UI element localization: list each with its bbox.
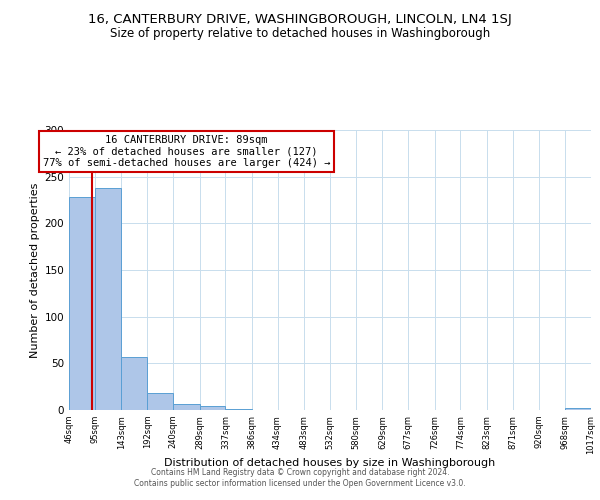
Text: Size of property relative to detached houses in Washingborough: Size of property relative to detached ho… bbox=[110, 28, 490, 40]
Bar bbox=[121, 357, 148, 410]
Bar bbox=[95, 188, 121, 410]
Y-axis label: Number of detached properties: Number of detached properties bbox=[30, 182, 40, 358]
Bar bbox=[226, 409, 252, 410]
Bar bbox=[565, 408, 591, 410]
Bar bbox=[69, 197, 95, 410]
Text: Contains HM Land Registry data © Crown copyright and database right 2024.
Contai: Contains HM Land Registry data © Crown c… bbox=[134, 468, 466, 487]
Text: 16 CANTERBURY DRIVE: 89sqm
← 23% of detached houses are smaller (127)
77% of sem: 16 CANTERBURY DRIVE: 89sqm ← 23% of deta… bbox=[43, 134, 330, 168]
Bar bbox=[173, 404, 200, 410]
Text: 16, CANTERBURY DRIVE, WASHINGBOROUGH, LINCOLN, LN4 1SJ: 16, CANTERBURY DRIVE, WASHINGBOROUGH, LI… bbox=[88, 12, 512, 26]
Bar bbox=[148, 393, 173, 410]
X-axis label: Distribution of detached houses by size in Washingborough: Distribution of detached houses by size … bbox=[164, 458, 496, 468]
Bar bbox=[200, 406, 226, 410]
